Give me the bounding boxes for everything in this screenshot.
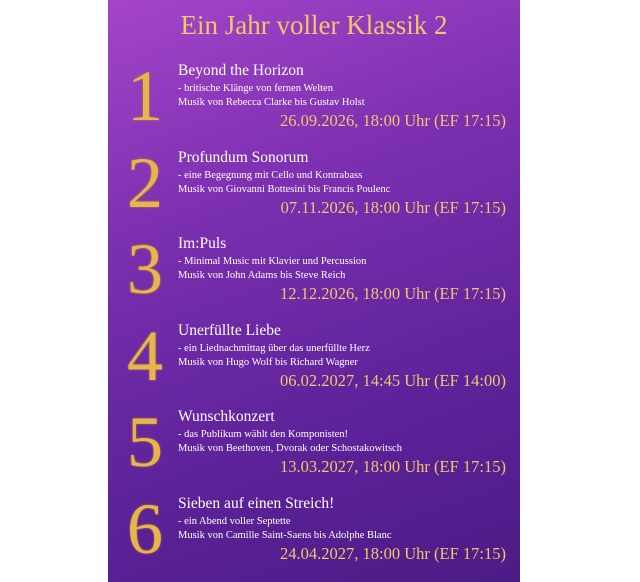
event-subtitle: - ein Liednachmittag über das unerfüllte… xyxy=(178,342,370,354)
event-number: 6 xyxy=(127,489,163,569)
event-subtitle: - ein Abend voller Septette xyxy=(178,516,291,527)
event: 2 Profundum Sonorum - eine Begegnung mit C… xyxy=(108,143,520,235)
event-date: 12.12.2026, 18:00 Uhr (EF 17:15) xyxy=(280,284,506,304)
event-title: Wunschkonzert xyxy=(178,408,275,426)
event-subtitle: - eine Begegnung mit Cello und Kontrabas… xyxy=(178,169,363,181)
event-composers: Musik von John Adams bis Steve Reich xyxy=(178,270,346,282)
event-title: Sieben auf einen Streich! xyxy=(178,495,335,512)
poster-title: Ein Jahr voller Klassik 2 xyxy=(180,10,448,40)
event-title: Beyond the Horizon xyxy=(178,62,304,79)
event-composers: Musik von Beethoven, Dvorak oder Schosta… xyxy=(178,443,402,455)
event-date: 07.11.2026, 18:00 Uhr (EF 17:15) xyxy=(280,197,506,217)
event-title: Unerfüllte Liebe xyxy=(178,321,281,339)
event-date: 24.04.2027, 18:00 Uhr (EF 17:15) xyxy=(280,544,506,563)
event-composers: Musik von Giovanni Bottesini bis Francis… xyxy=(178,183,391,195)
event-date: 06.02.2027, 14:45 Uhr (EF 14:00) xyxy=(280,370,506,390)
event-subtitle: - britische Klänge von fernen Welten xyxy=(178,83,333,94)
event: 4 Unerfüllte Liebe - ein Liednachmittag üb… xyxy=(108,316,520,408)
event-title: Profundum Sonorum xyxy=(178,148,309,166)
event-composers: Musik von Camille Saint-Saens bis Adolph… xyxy=(178,530,392,541)
event-number: 5 xyxy=(127,402,163,483)
event-number: 3 xyxy=(127,229,163,310)
event-date: 13.03.2027, 18:00 Uhr (EF 17:15) xyxy=(280,457,506,477)
event-composers: Musik von Hugo Wolf bis Richard Wagner xyxy=(178,356,358,368)
poster: Ein Jahr voller Klassik 2 1 Beyond the Ho… xyxy=(108,0,520,582)
event: 5 Wunschkonzert - das Publikum wählt den K… xyxy=(108,402,520,494)
event-title: Im:Puls xyxy=(178,235,227,253)
event-number: 1 xyxy=(127,56,163,136)
event-number: 2 xyxy=(127,142,163,223)
event: 1 Beyond the Horizon - britische Klänge vo… xyxy=(108,56,520,148)
event-subtitle: - das Publikum wählt den Komponisten! xyxy=(178,429,349,441)
event-date: 26.09.2026, 18:00 Uhr (EF 17:15) xyxy=(280,111,506,130)
event-composers: Musik von Rebecca Clarke bis Gustav Hols… xyxy=(178,97,365,108)
event-subtitle: - Minimal Music mit Klavier und Percussi… xyxy=(178,256,367,268)
event-number: 4 xyxy=(127,315,163,396)
event: 3 Im:Puls - Minimal Music mit Klavier und … xyxy=(108,229,520,321)
event: 6 Sieben auf einen Streich! - ein Abend vo… xyxy=(108,489,520,581)
